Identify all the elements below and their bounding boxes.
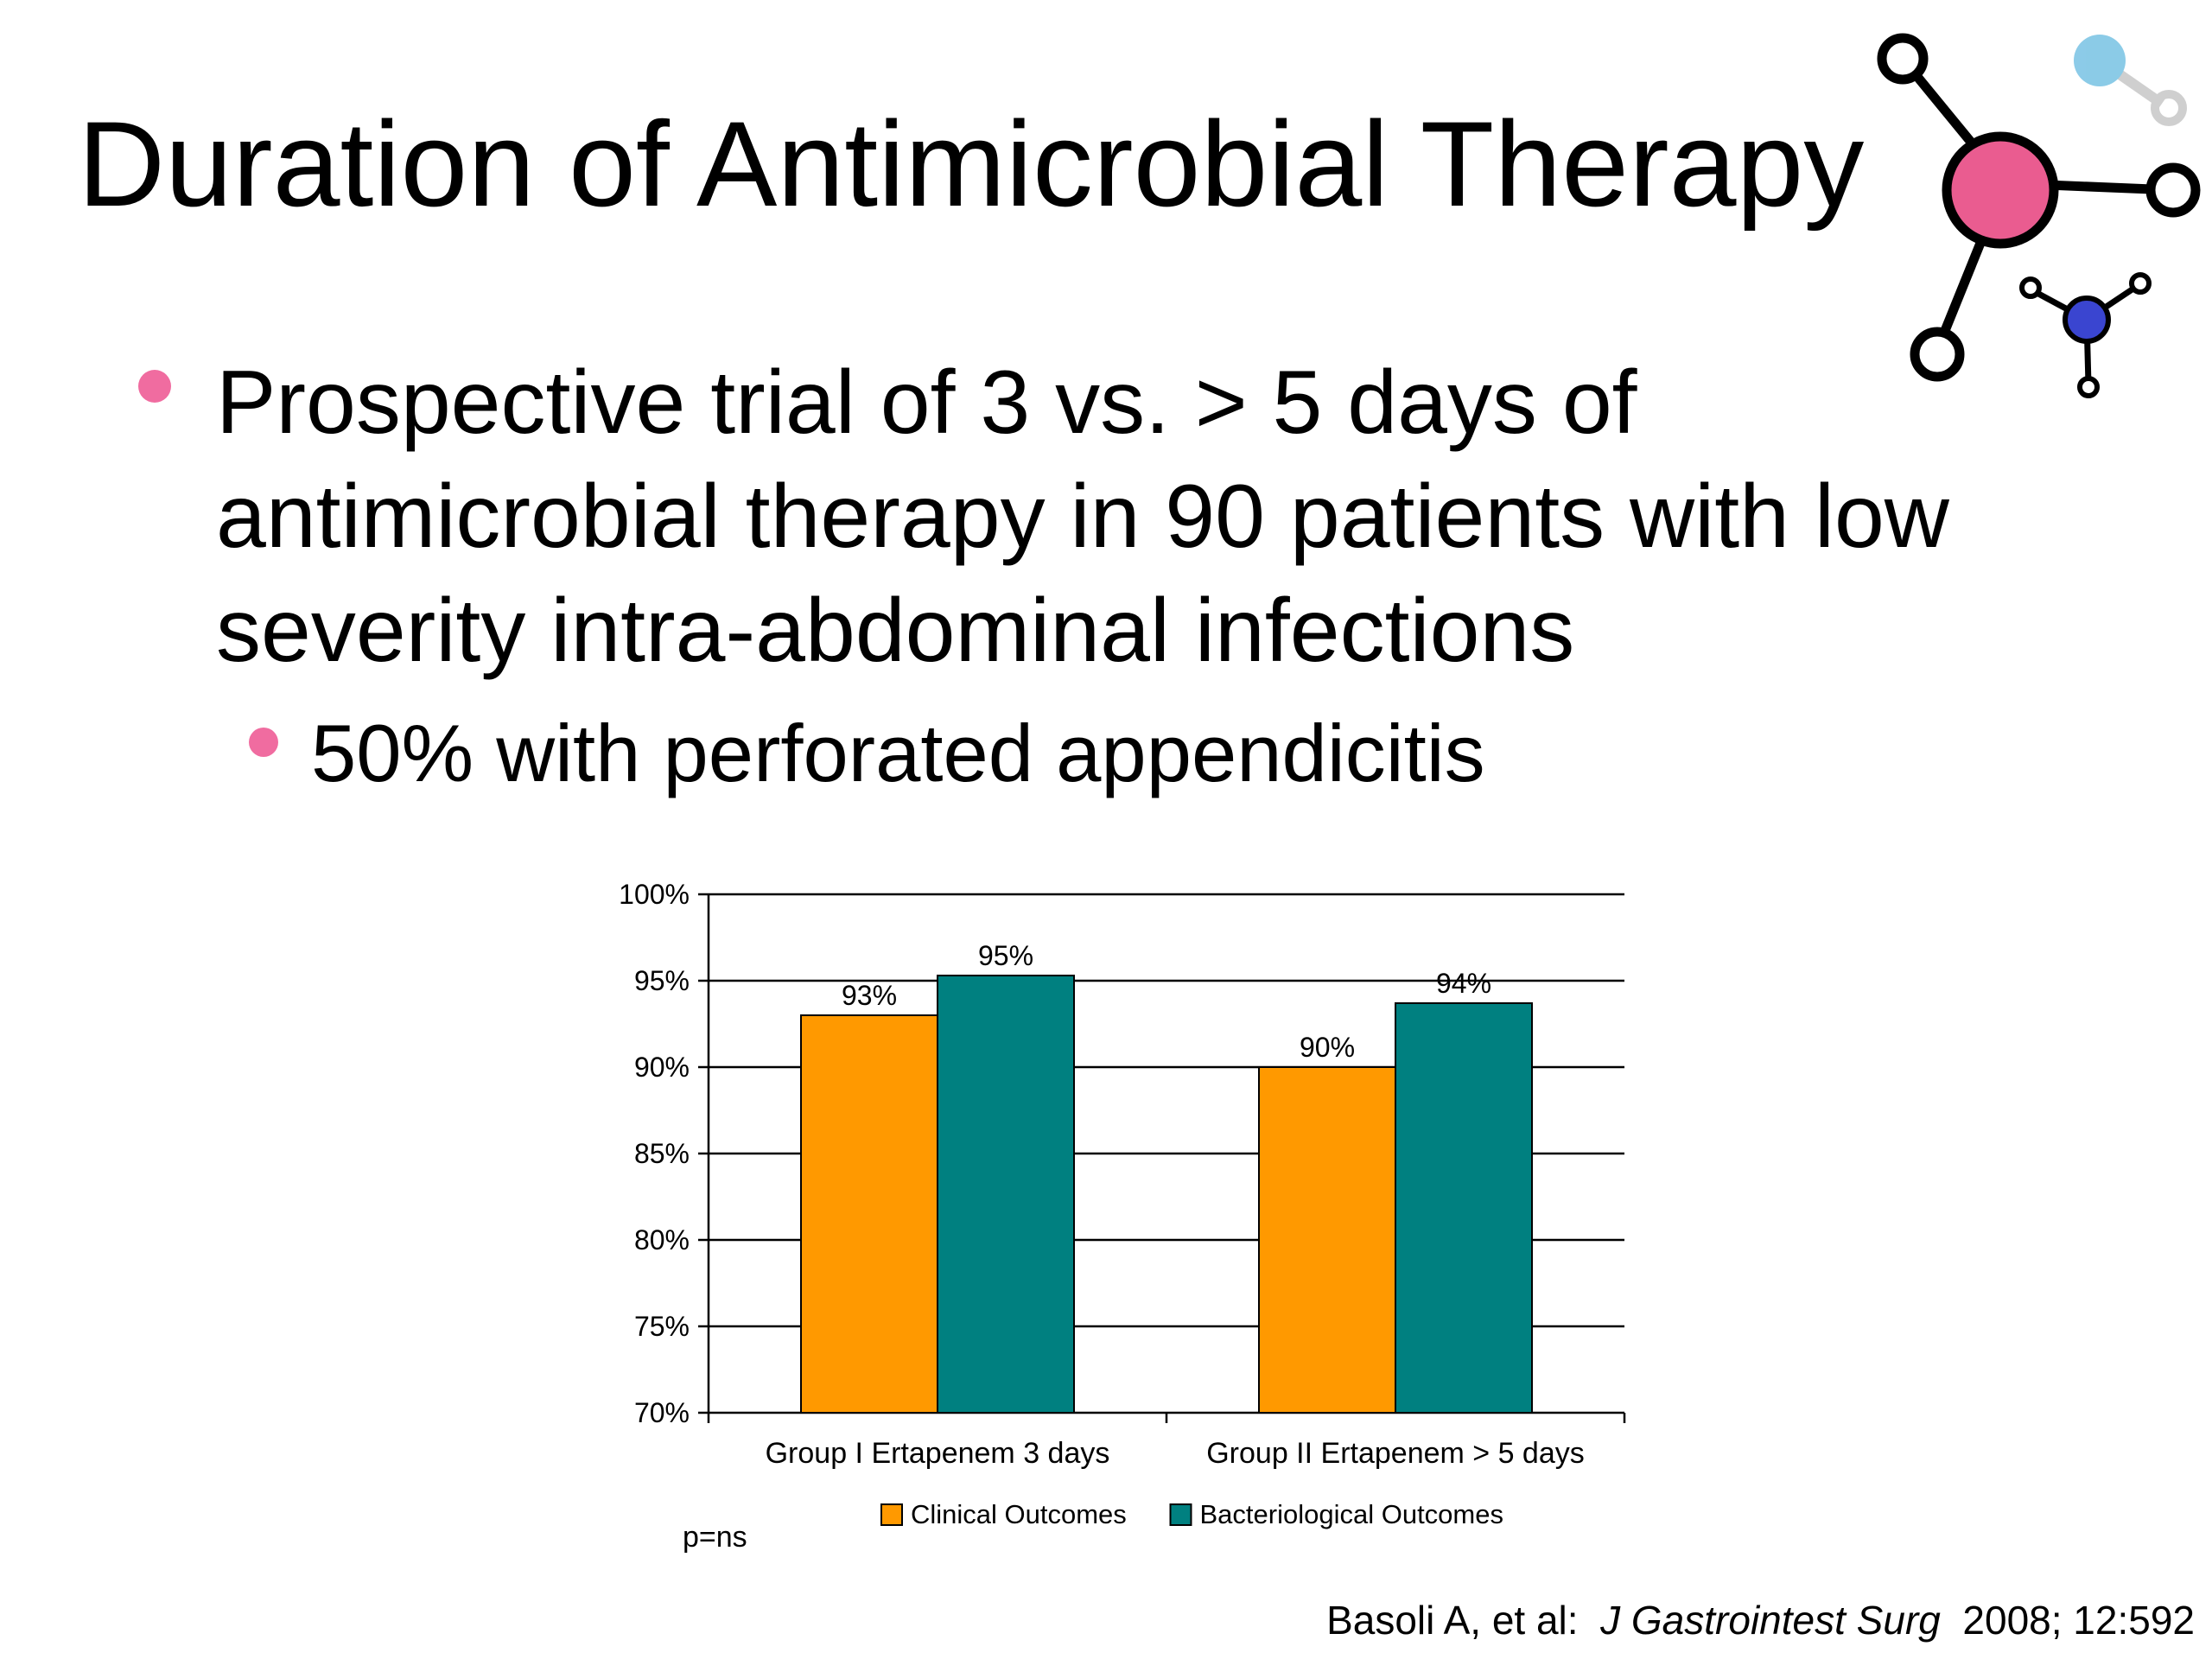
molecule-blurred-atom [2074,35,2187,126]
y-tick-label: 80% [634,1224,690,1255]
molecule-icon [1877,33,2201,398]
bar [1258,1066,1396,1414]
x-category-label: Group II Ertapenem > 5 days [1206,1437,1585,1470]
data-label: 90% [1300,1032,1355,1063]
bullet-text-main: Prospective trial of 3 vs. > 5 days of a… [216,353,1949,681]
data-label: 93% [842,980,897,1011]
data-label: 94% [1436,968,1491,999]
bar [800,1014,938,1414]
y-tick-label: 95% [634,965,690,996]
bar-chart: 70% 75% 80% 85% 90% 95% 100% 93% 95% Group I Erta… [619,879,1626,1554]
y-tick-label: 85% [634,1138,690,1169]
bar [937,975,1075,1414]
data-label: 95% [978,940,1033,971]
citation: Basoli A, et al: J Gastrointest Surg 200… [1326,1594,2195,1646]
bullet-text-sub: 50% with perforated appendicitis [311,708,1485,798]
x-category-label: Group I Ertapenem 3 days [766,1437,1110,1470]
citation-journal: J Gastrointest Surg [1600,1598,1941,1643]
sub-bullet-marker [249,728,278,757]
slide-title: Duration of Antimicrobial Therapy [78,96,1865,232]
molecule-pink-atom [1877,33,2201,382]
legend-swatch [1169,1503,1192,1526]
p-value-annotation: p=ns [683,1521,747,1554]
molecule-blue-atom [2019,272,2152,398]
legend-swatch [880,1503,903,1526]
citation-authors: Basoli A, et al: [1326,1598,1579,1643]
y-tick-label: 75% [634,1311,690,1342]
bar [1395,1002,1533,1414]
citation-details: 2008; 12:592 [1962,1598,2195,1643]
y-tick-label: 70% [634,1397,690,1428]
legend-label: Bacteriological Outcomes [1200,1499,1504,1529]
y-tick-label: 100% [619,879,690,910]
legend-label: Clinical Outcomes [911,1499,1127,1529]
bullet-marker [138,370,171,403]
y-tick-label: 90% [634,1052,690,1083]
